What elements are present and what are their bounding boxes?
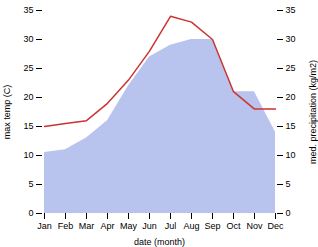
svg-text:5: 5 [28, 179, 33, 189]
svg-text:25: 25 [23, 63, 33, 73]
svg-text:Jan: Jan [37, 221, 52, 231]
svg-text:10: 10 [23, 150, 33, 160]
svg-text:Feb: Feb [58, 221, 74, 231]
svg-text:20: 20 [286, 92, 296, 102]
svg-text:Mar: Mar [79, 221, 95, 231]
svg-text:20: 20 [23, 92, 33, 102]
svg-text:May: May [120, 221, 138, 231]
svg-text:30: 30 [23, 34, 33, 44]
svg-text:Jun: Jun [142, 221, 157, 231]
svg-text:15: 15 [23, 121, 33, 131]
svg-text:Aug: Aug [183, 221, 199, 231]
svg-text:0: 0 [28, 208, 33, 218]
svg-text:Apr: Apr [100, 221, 114, 231]
svg-text:Jul: Jul [165, 221, 177, 231]
svg-text:Dec: Dec [267, 221, 284, 231]
svg-text:10: 10 [286, 150, 296, 160]
svg-text:30: 30 [286, 34, 296, 44]
svg-text:med. precipitation (kg/m2): med. precipitation (kg/m2) [308, 60, 318, 164]
svg-text:Sep: Sep [204, 221, 220, 231]
svg-text:Oct: Oct [226, 221, 241, 231]
svg-text:Nov: Nov [246, 221, 263, 231]
svg-text:15: 15 [286, 121, 296, 131]
svg-text:25: 25 [286, 63, 296, 73]
svg-text:date (month): date (month) [134, 237, 185, 247]
svg-text:35: 35 [286, 5, 296, 15]
svg-text:max temp (C): max temp (C) [2, 85, 12, 140]
svg-text:5: 5 [286, 179, 291, 189]
svg-text:35: 35 [23, 5, 33, 15]
svg-text:0: 0 [286, 208, 291, 218]
